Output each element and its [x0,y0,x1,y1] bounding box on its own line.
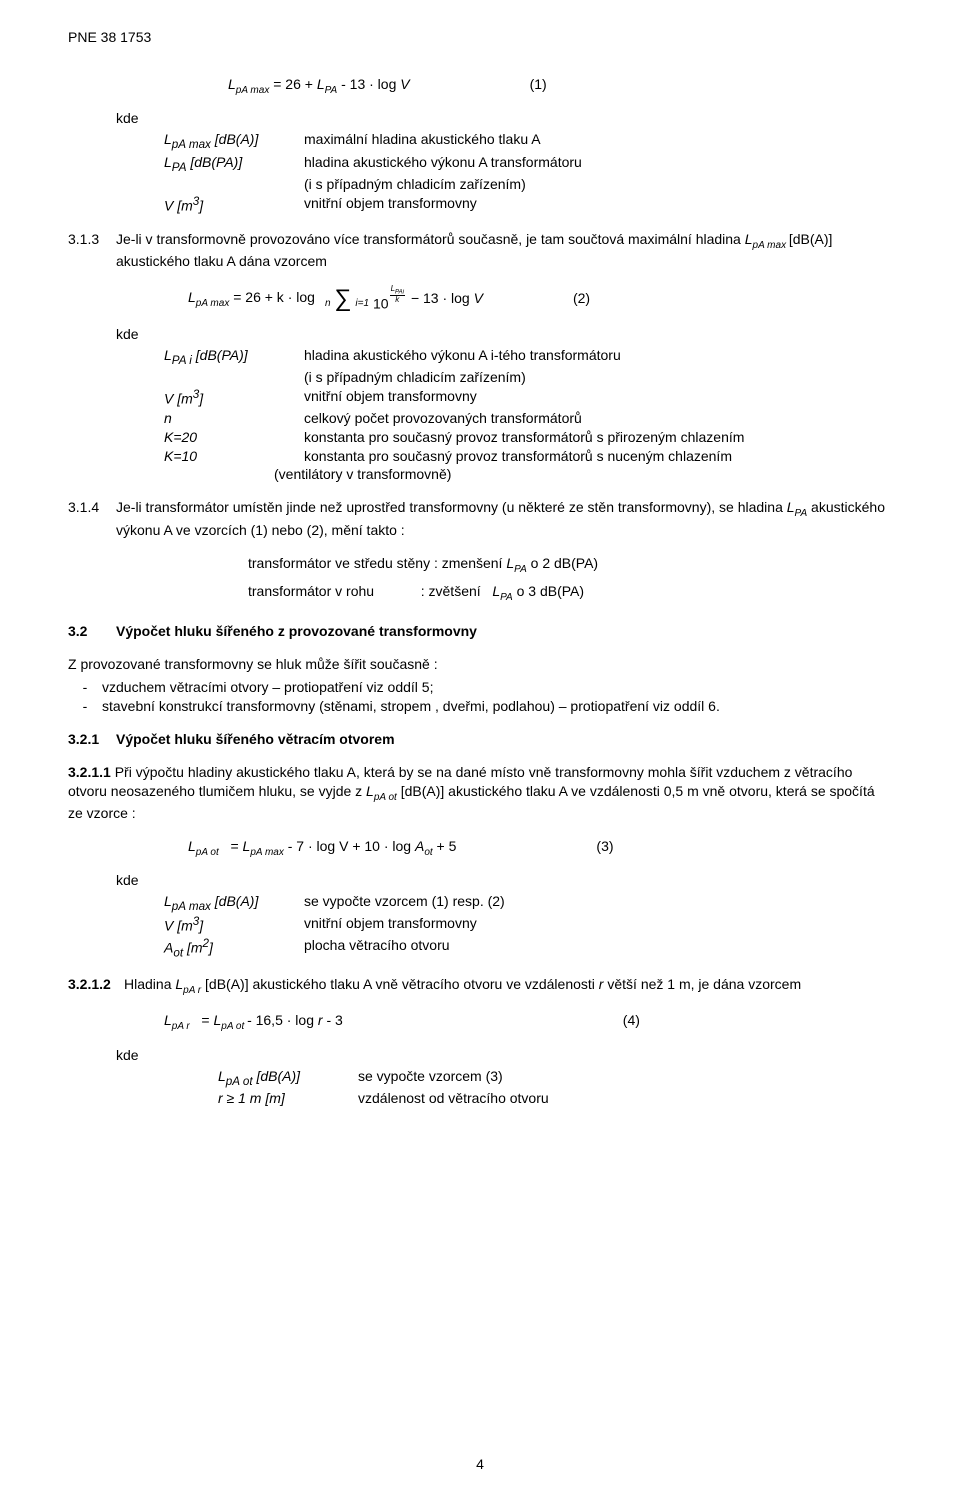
dash-icon: - [68,697,102,716]
def-symbol: LpA max [dB(A)] [164,892,304,915]
def-row: LpA ot [dB(A)] se vypočte vzorcem (3) [218,1067,892,1090]
kde-label-2: kde [116,325,892,344]
def-desc: hladina akustického výkonu A i-tého tran… [304,346,892,365]
def-symbol: LpA max [dB(A)] [164,130,304,153]
def-row: LPA [dB(PA)] hladina akustického výkonu … [164,153,892,176]
def-desc: konstanta pro současný provoz transformá… [304,428,892,447]
def-row: n celkový počet provozovaných transformá… [164,409,892,428]
doc-header: PNE 38 1753 [68,28,892,47]
kde-label-4: kde [116,1046,892,1065]
definitions-4: LpA ot [dB(A)] se vypočte vzorcem (3) r … [218,1067,892,1108]
page: PNE 38 1753 LpA max = 26 + LPA - 13 · lo… [0,0,960,1494]
dash-icon: - [68,678,102,697]
def-symbol: V [m3] [164,914,304,936]
equation-3: LpA ot = LpA max - 7 · log V + 10 · log … [68,837,892,859]
def-symbol: n [164,409,304,428]
def-symbol: V [m3] [164,194,304,216]
def-desc: vnitřní objem transformovny [304,387,892,406]
section-title: Výpočet hluku šířeného větracím otvorem [116,731,395,747]
kde-label-1: kde [116,109,892,128]
def-desc: (i s případným chladicím zařízením) [304,368,892,387]
def-row: V [m3] vnitřní objem transformovny [164,194,892,216]
def-desc: maximální hladina akustického tlaku A [304,130,892,149]
section-3-2-1: 3.2.1Výpočet hluku šířeného větracím otv… [68,730,892,749]
def-symbol: LpA ot [dB(A)] [218,1067,358,1090]
list-item: - vzduchem větracími otvory – protiopatř… [68,678,892,697]
equation-2-tag: (2) [573,289,590,308]
def-row: LpA max [dB(A)] se vypočte vzorcem (1) r… [164,892,892,915]
section-number: 3.1.3 [68,230,116,249]
def-row: V [m3] vnitřní objem transformovny [164,914,892,936]
def-row: K=20 konstanta pro současný provoz trans… [164,428,892,447]
definitions-3: LpA max [dB(A)] se vypočte vzorcem (1) r… [164,892,892,961]
section-number: 3.2 [68,622,116,641]
sigma-sum: n ∑ i=1 [325,288,369,310]
def-symbol: K=10 [164,447,304,466]
sec32-intro: Z provozované transformovny se hluk může… [68,655,892,674]
def-row: V [m3] vnitřní objem transformovny [164,387,892,409]
def-symbol: V [m3] [164,387,304,409]
def-row: LPA i [dB(PA)] hladina akustického výkon… [164,346,892,369]
section-number: 3.2.1 [68,730,116,749]
def-desc: vnitřní objem transformovny [304,194,892,213]
section-number: 3.1.4 [68,498,116,517]
equation-1: LpA max = 26 + LPA - 13 · log V (1) [68,75,892,97]
def-desc: (i s případným chladicím zařízením) [304,175,892,194]
section-title: Výpočet hluku šířeného z provozované tra… [116,623,477,639]
sec314-line1: transformátor ve středu stěny : zmenšení… [248,554,892,576]
section-number: 3.2.1.1 [68,764,111,780]
exponent-fraction: LPAi k [390,285,405,305]
def-row: (ventilátory v transformovně) [164,465,892,484]
sec314-line2: transformátor v rohu : zvětšení LPA o 3 … [248,582,892,604]
def-row: (i s případným chladicím zařízením) [164,368,892,387]
def-desc: se vypočte vzorcem (1) resp. (2) [304,892,892,911]
def-desc: hladina akustického výkonu A transformát… [304,153,892,172]
equation-1-tag: (1) [530,75,547,94]
def-symbol: K=20 [164,428,304,447]
def-desc: celkový počet provozovaných transformáto… [304,409,892,428]
def-row: (i s případným chladicím zařízením) [164,175,892,194]
equation-4: LpA r = LpA ot - 16,5 · log r - 3 (4) [164,1011,892,1033]
def-desc: se vypočte vzorcem (3) [358,1067,892,1086]
section-3-2: 3.2Výpočet hluku šířeného z provozované … [68,622,892,641]
sec32-list: - vzduchem větracími otvory – protiopatř… [68,678,892,716]
definitions-2: LPA i [dB(PA)] hladina akustického výkon… [164,346,892,485]
def-symbol: LPA i [dB(PA)] [164,346,304,369]
def-desc: konstanta pro současný provoz transformá… [304,447,892,466]
def-desc: (ventilátory v transformovně) [274,465,892,484]
def-row: K=10 konstanta pro současný provoz trans… [164,447,892,466]
section-3-2-1-1: 3.2.1.1 Při výpočtu hladiny akustického … [68,763,892,823]
section-3-2-1-2: 3.2.1.2 Hladina LpA r [dB(A)] akustickéh… [68,975,892,997]
def-row: LpA max [dB(A)] maximální hladina akusti… [164,130,892,153]
def-desc: vnitřní objem transformovny [304,914,892,933]
def-row: r ≥ 1 m [m] vzdálenost od větracího otvo… [218,1089,892,1108]
definitions-1: LpA max [dB(A)] maximální hladina akusti… [164,130,892,216]
def-symbol: Aot [m2] [164,936,304,961]
def-symbol: r ≥ 1 m [m] [218,1089,358,1108]
section-number: 3.2.1.2 [68,975,124,994]
equation-2: LpA max = 26 + k · log n ∑ i=1 10 LPAi k… [68,285,892,313]
section-3-1-4: 3.1.4 Je-li transformátor umístěn jinde … [68,498,892,539]
equation-3-tag: (3) [596,837,613,856]
list-item: - stavební konstrukcí transformovny (stě… [68,697,892,716]
page-number: 4 [0,1455,960,1474]
section-3-1-3: 3.1.3 Je-li v transformovně provozováno … [68,230,892,271]
def-symbol: LPA [dB(PA)] [164,153,304,176]
kde-label-3: kde [116,871,892,890]
def-desc: vzdálenost od větracího otvoru [358,1089,892,1108]
equation-4-tag: (4) [623,1011,640,1030]
def-row: Aot [m2] plocha větracího otvoru [164,936,892,961]
def-desc: plocha větracího otvoru [304,936,892,955]
